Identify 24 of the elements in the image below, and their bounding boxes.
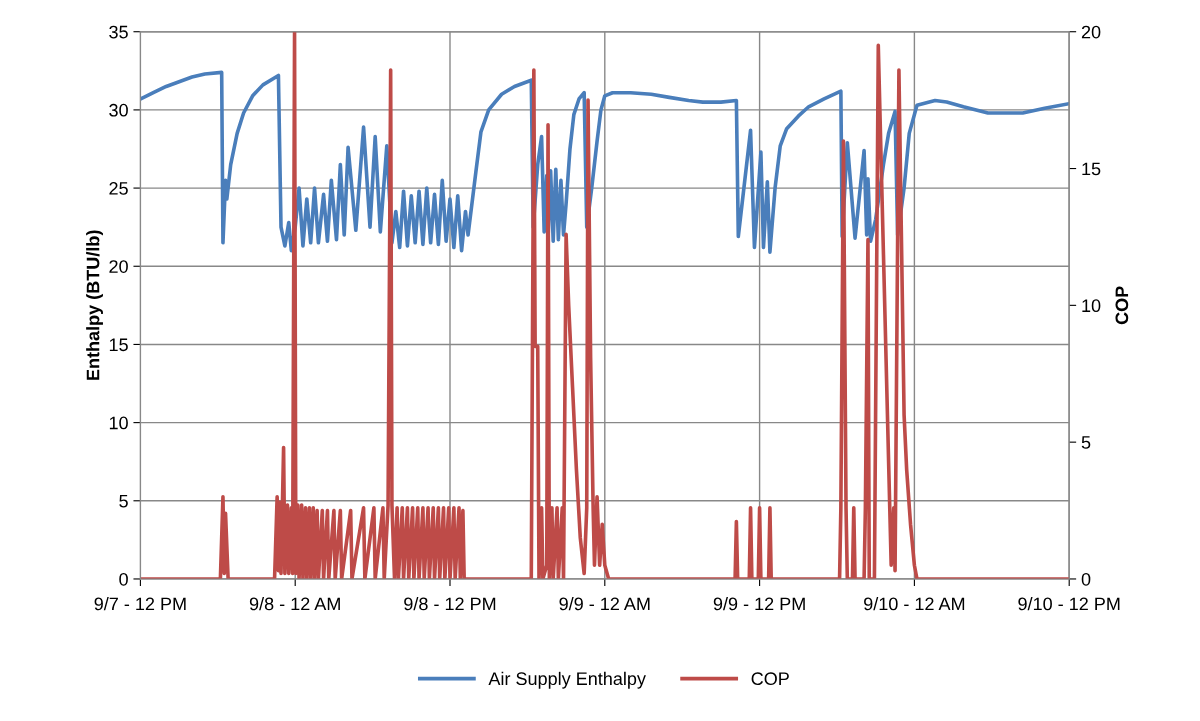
y2-tick-label: 15 <box>1082 162 1101 176</box>
legend-label: Air Supply Enthalpy <box>488 671 646 689</box>
y-axis-title: Enthalpy (BTU/lb) <box>86 230 103 380</box>
y-tick-label: 30 <box>109 103 128 117</box>
y-tick-label: 25 <box>109 182 128 195</box>
legend-label: COP <box>751 672 789 686</box>
x-tick-label: 9/10 - 12 PM <box>1018 597 1120 611</box>
x-tick-label: 9/8 - 12 PM <box>404 597 496 611</box>
y-tick-label: 35 <box>109 25 128 39</box>
x-tick-label: 9/9 - 12 PM <box>713 597 805 611</box>
y-tick-label: 20 <box>109 260 128 273</box>
y2-tick-label: 10 <box>1082 299 1101 313</box>
y2-tick-label: 5 <box>1081 436 1091 449</box>
y2-tick-label: 20 <box>1081 25 1101 39</box>
x-tick-label: 9/9 - 12 AM <box>559 597 650 611</box>
x-tick-label: 9/7 - 12 PM <box>94 597 186 611</box>
y2-tick-label: 0 <box>1081 572 1091 586</box>
y-tick-label: 15 <box>109 338 128 352</box>
x-tick-label: 9/10 - 12 AM <box>864 597 965 611</box>
y-tick-label: 0 <box>119 572 128 586</box>
y-tick-label: 10 <box>109 416 128 430</box>
y2-axis-title: COP <box>1115 286 1129 325</box>
y-tick-label: 5 <box>119 494 128 508</box>
x-tick-label: 9/8 - 12 AM <box>249 597 340 611</box>
